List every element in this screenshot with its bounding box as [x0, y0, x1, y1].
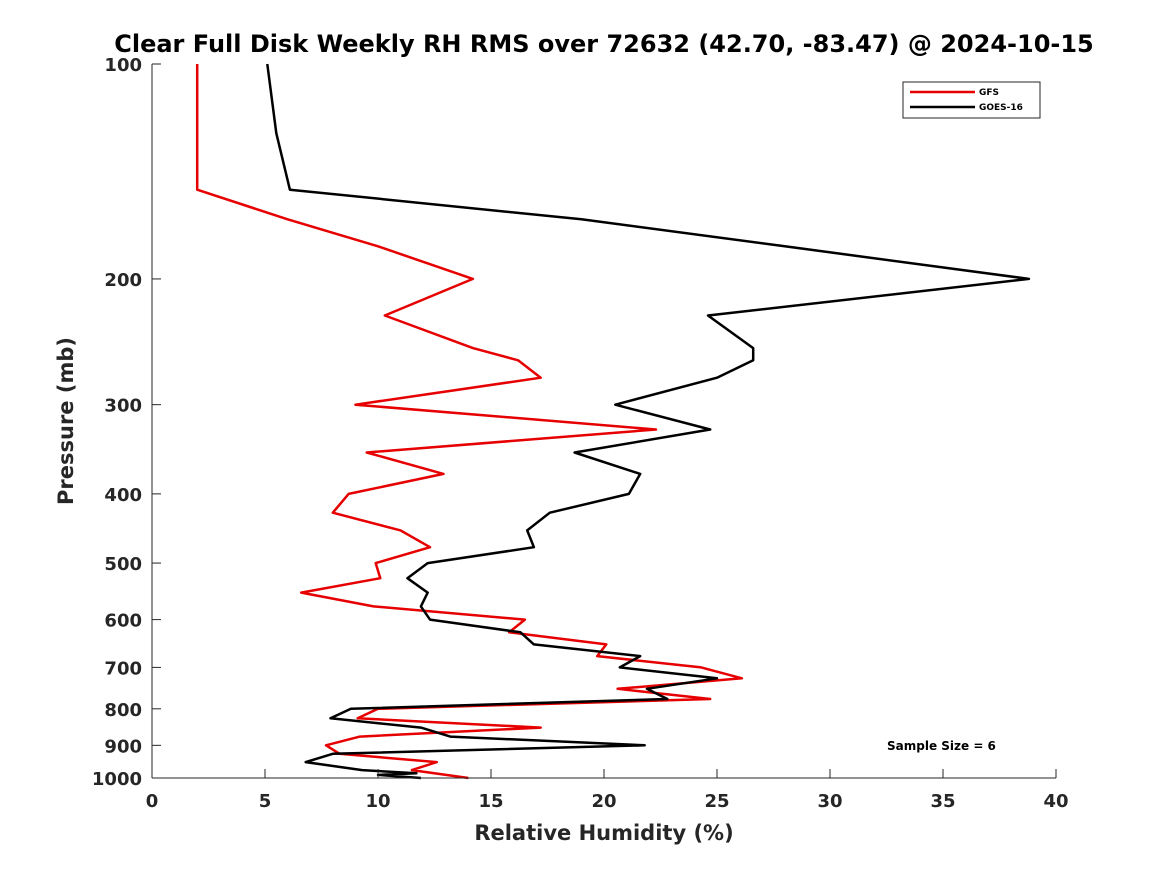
- legend-box: [902, 81, 1041, 119]
- legend: GFS GOES-16: [902, 81, 1041, 119]
- y-tick-label: 800: [104, 700, 142, 721]
- y-tick-label: 1000: [92, 769, 142, 790]
- legend-label-gfs: GFS: [979, 88, 999, 98]
- y-axis-ticks: 100 200 300 400 500 600 700 800 900 1000: [92, 55, 161, 790]
- x-tick-label: 35: [930, 791, 955, 812]
- y-tick-label: 500: [104, 554, 142, 575]
- x-tick-label: 20: [591, 791, 616, 812]
- x-tick-label: 30: [817, 791, 842, 812]
- x-tick-label: 25: [704, 791, 729, 812]
- y-tick-label: 300: [104, 396, 142, 417]
- x-axis-label: Relative Humidity (%): [474, 821, 733, 845]
- plot-area: [152, 64, 1056, 778]
- y-tick-label: 700: [104, 658, 142, 679]
- x-tick-label: 15: [478, 791, 503, 812]
- y-axis-label: Pressure (mb): [54, 337, 78, 505]
- legend-label-goes16: GOES-16: [979, 103, 1023, 113]
- y-tick-label: 900: [104, 736, 142, 757]
- x-tick-label: 5: [259, 791, 272, 812]
- y-tick-label: 200: [104, 270, 142, 291]
- y-tick-label: 400: [104, 485, 142, 506]
- chart-title: Clear Full Disk Weekly RH RMS over 72632…: [114, 30, 1094, 58]
- y-tick-label: 100: [104, 55, 142, 76]
- x-tick-label: 0: [146, 791, 159, 812]
- x-tick-label: 40: [1043, 791, 1068, 812]
- series-line-goes-16: [266, 63, 1031, 780]
- y-tick-label: 600: [104, 611, 142, 632]
- x-tick-label: 10: [365, 791, 390, 812]
- sample-size-annotation: Sample Size = 6: [887, 739, 996, 753]
- series-line-gfs: [195, 64, 744, 780]
- series-layer: [195, 63, 1031, 780]
- x-axis-ticks: 0 5 10 15 20 25 30 35 40: [146, 769, 1069, 812]
